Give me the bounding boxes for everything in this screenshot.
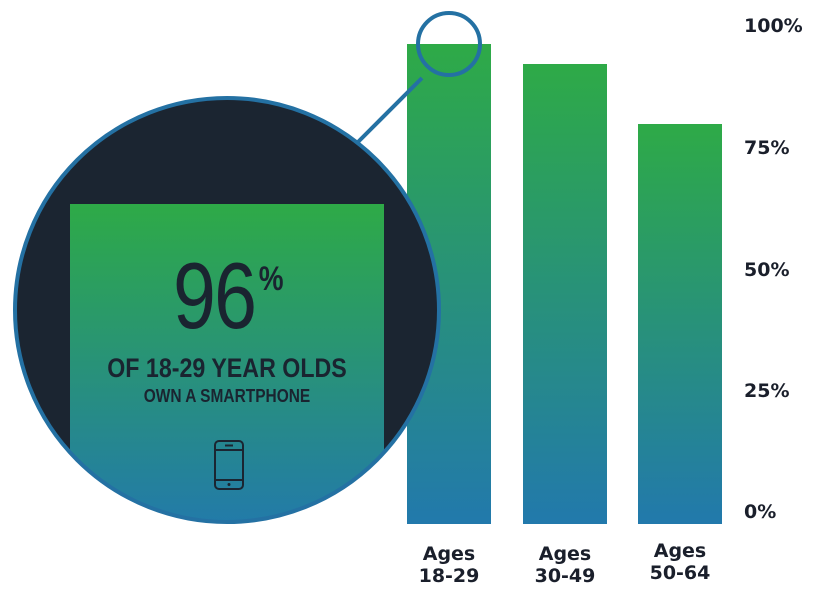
y-tick-label: 100%	[744, 15, 803, 37]
callout	[13, 11, 482, 524]
bar-ages-50-64	[638, 124, 722, 524]
callout-value: 96%	[172, 243, 284, 348]
bars	[407, 44, 722, 524]
callout-line1: OF 18-29 YEAR OLDS	[107, 353, 347, 383]
callout-ring	[13, 96, 441, 524]
callout-zoomed-bar	[70, 204, 384, 522]
bar-ages-30-49	[523, 64, 607, 524]
y-tick-label: 75%	[744, 137, 790, 159]
y-tick-label: 25%	[744, 380, 790, 402]
callout-small-ring	[416, 11, 482, 77]
callout-connector	[356, 76, 424, 144]
callout-line2: OWN A SMARTPHONE	[143, 386, 311, 406]
y-tick-label: 0%	[744, 501, 777, 523]
smartphone-icon	[214, 440, 244, 490]
x-tick-label: Ages 18-29	[418, 543, 480, 587]
x-tick-label: Ages 50-64	[649, 540, 711, 584]
y-tick-label: 50%	[744, 259, 790, 281]
callout-text: 96% OF 18-29 YEAR OLDS OWN A SMARTPHONE	[70, 232, 384, 407]
callout-unit: %	[258, 260, 283, 298]
x-tick-label: Ages 30-49	[534, 543, 596, 587]
